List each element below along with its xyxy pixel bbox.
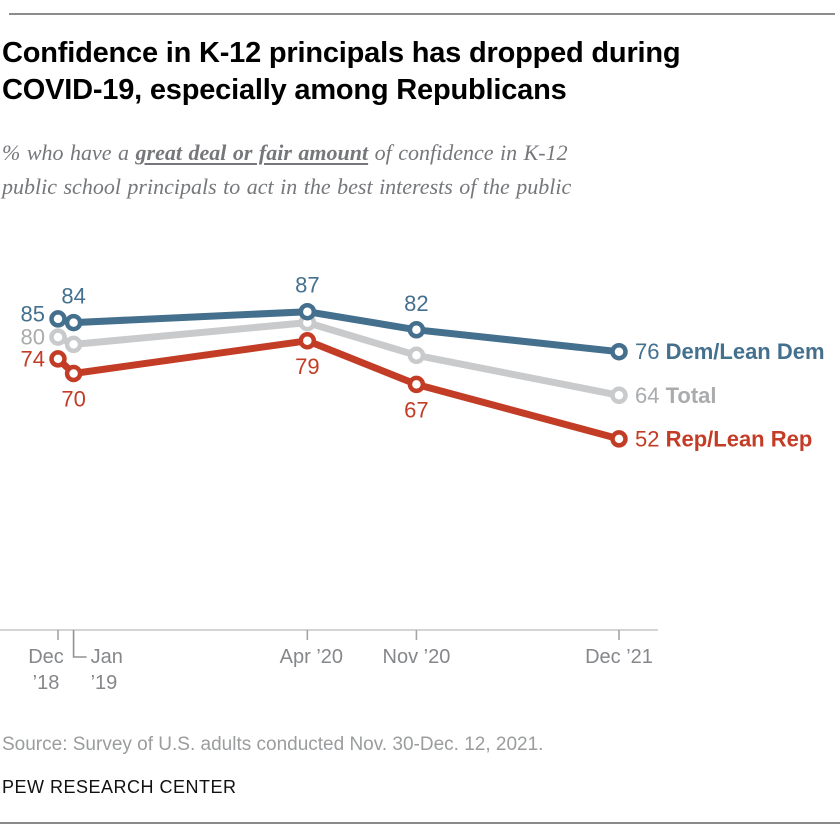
data-point-marker-dem-lean-dem <box>610 342 628 361</box>
data-point-marker-dem-lean-dem <box>49 310 67 328</box>
value-label-rep-lean-rep: 70 <box>61 387 85 412</box>
data-point-marker-total <box>49 328 67 346</box>
x-axis-tick-label: Apr ’20 <box>280 646 343 668</box>
data-point-marker-rep-lean-rep <box>407 375 426 394</box>
x-axis-tick-elbow <box>72 630 87 658</box>
data-point-marker-rep-lean-rep <box>64 364 83 383</box>
subtitle-text: % who have a <box>2 140 136 165</box>
title-line-2: COVID-19, especially among Republicans <box>2 74 567 106</box>
x-axis-tick-label: Dec ’18 <box>28 646 64 694</box>
x-axis-tick-label: Jan ’19 <box>91 646 123 694</box>
data-point-marker-total <box>407 346 426 365</box>
x-axis-tick-label: Nov ’20 <box>383 646 451 668</box>
series-end-label-total: 64 Total <box>635 383 717 408</box>
data-point-marker-dem-lean-dem <box>298 302 317 321</box>
data-point-marker-dem-lean-dem <box>407 321 426 339</box>
data-point-marker-total <box>610 386 628 405</box>
page-title: Confidence in K-12 principals has droppe… <box>2 35 832 109</box>
title-line-1: Confidence in K-12 principals has droppe… <box>2 37 681 69</box>
chart-subtitle: % who have a great deal or fair amount o… <box>2 136 834 204</box>
series-line-rep-lean-rep <box>55 337 620 443</box>
value-label-dem-lean-dem: 82 <box>404 291 428 316</box>
data-point-marker-rep-lean-rep <box>298 332 317 350</box>
value-label-total: 80 <box>21 325 45 350</box>
subtitle-text: public school principals to act in the b… <box>2 174 572 199</box>
value-label-rep-lean-rep: 79 <box>295 354 319 379</box>
series-end-label-dem-lean-dem: 76 Dem/Lean Dem <box>635 339 825 364</box>
data-point-marker-total <box>64 335 83 354</box>
confidence-line-chart: Dec ’18 Jan ’19 Apr ’20 Nov ’20 Dec ’21 80 64 To… <box>0 273 825 694</box>
subtitle-text: of confidence in K-12 <box>368 140 568 165</box>
value-label-dem-lean-dem: 85 <box>21 301 45 326</box>
bottom-rule <box>0 822 840 824</box>
value-label-dem-lean-dem: 84 <box>61 284 85 309</box>
data-point-marker-rep-lean-rep <box>49 350 67 368</box>
series-end-label-rep-lean-rep: 52 Rep/Lean Rep <box>635 426 812 451</box>
value-label-rep-lean-rep: 74 <box>21 346 45 371</box>
x-axis-tick-label: Dec ’21 <box>585 646 653 668</box>
subtitle-line-2: public school principals to act in the b… <box>2 170 834 204</box>
series-line-total <box>56 319 620 399</box>
data-point-marker-dem-lean-dem <box>64 313 83 332</box>
data-point-marker-rep-lean-rep <box>610 430 628 448</box>
value-label-rep-lean-rep: 67 <box>404 397 428 422</box>
pew-research-center-label: PEW RESEARCH CENTER <box>2 777 237 797</box>
source-note: Source: Survey of U.S. adults conducted … <box>2 734 544 755</box>
subtitle-line-1: % who have a great deal or fair amount o… <box>2 136 834 170</box>
subtitle-emphasis: great deal or fair amount <box>135 140 369 165</box>
value-label-dem-lean-dem: 87 <box>295 273 319 298</box>
top-rule <box>9 13 835 15</box>
